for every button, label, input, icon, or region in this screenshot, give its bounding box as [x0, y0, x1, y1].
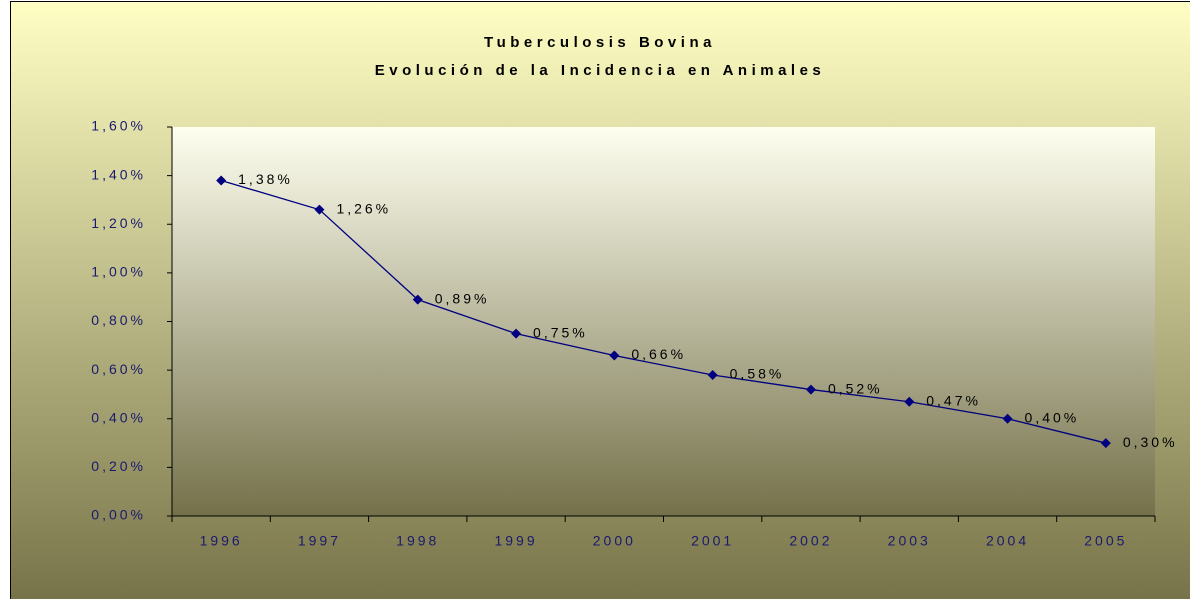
y-tick-label: 0,40% [91, 409, 146, 425]
y-tick-label: 0,60% [91, 361, 146, 377]
data-label: 1,38% [238, 171, 293, 187]
y-tick-label: 1,00% [91, 264, 146, 280]
chart-subtitle: Evolución de la Incidencia en Animales [375, 62, 826, 79]
data-label: 0,89% [435, 290, 490, 306]
y-tick-label: 0,20% [91, 458, 146, 474]
data-label: 0,75% [533, 324, 588, 340]
x-tick-label: 2005 [1084, 533, 1127, 549]
x-tick-label: 2003 [888, 533, 931, 549]
x-tick-label: 2000 [593, 533, 636, 549]
x-tick-label: 1997 [298, 533, 341, 549]
y-tick-label: 1,20% [91, 215, 146, 231]
plot-area [172, 127, 1155, 516]
data-label: 0,66% [631, 346, 686, 362]
y-tick-label: 1,40% [91, 166, 146, 182]
data-label: 0,47% [926, 392, 981, 408]
x-tick-label: 2004 [986, 533, 1029, 549]
x-tick-label: 1998 [396, 533, 439, 549]
data-label: 0,58% [730, 366, 785, 382]
x-tick-label: 2001 [691, 533, 734, 549]
x-tick-label: 1996 [200, 533, 243, 549]
data-label: 0,30% [1123, 434, 1178, 450]
y-tick-label: 1,60% [91, 118, 146, 134]
data-label: 1,26% [336, 200, 391, 216]
data-label: 0,52% [828, 380, 883, 396]
x-tick-label: 1999 [494, 533, 537, 549]
y-tick-label: 0,80% [91, 312, 146, 328]
y-tick-label: 0,00% [91, 507, 146, 523]
data-label: 0,40% [1025, 409, 1080, 425]
x-tick-label: 2002 [789, 533, 832, 549]
chart-title: Tuberculosis Bovina [484, 34, 716, 51]
